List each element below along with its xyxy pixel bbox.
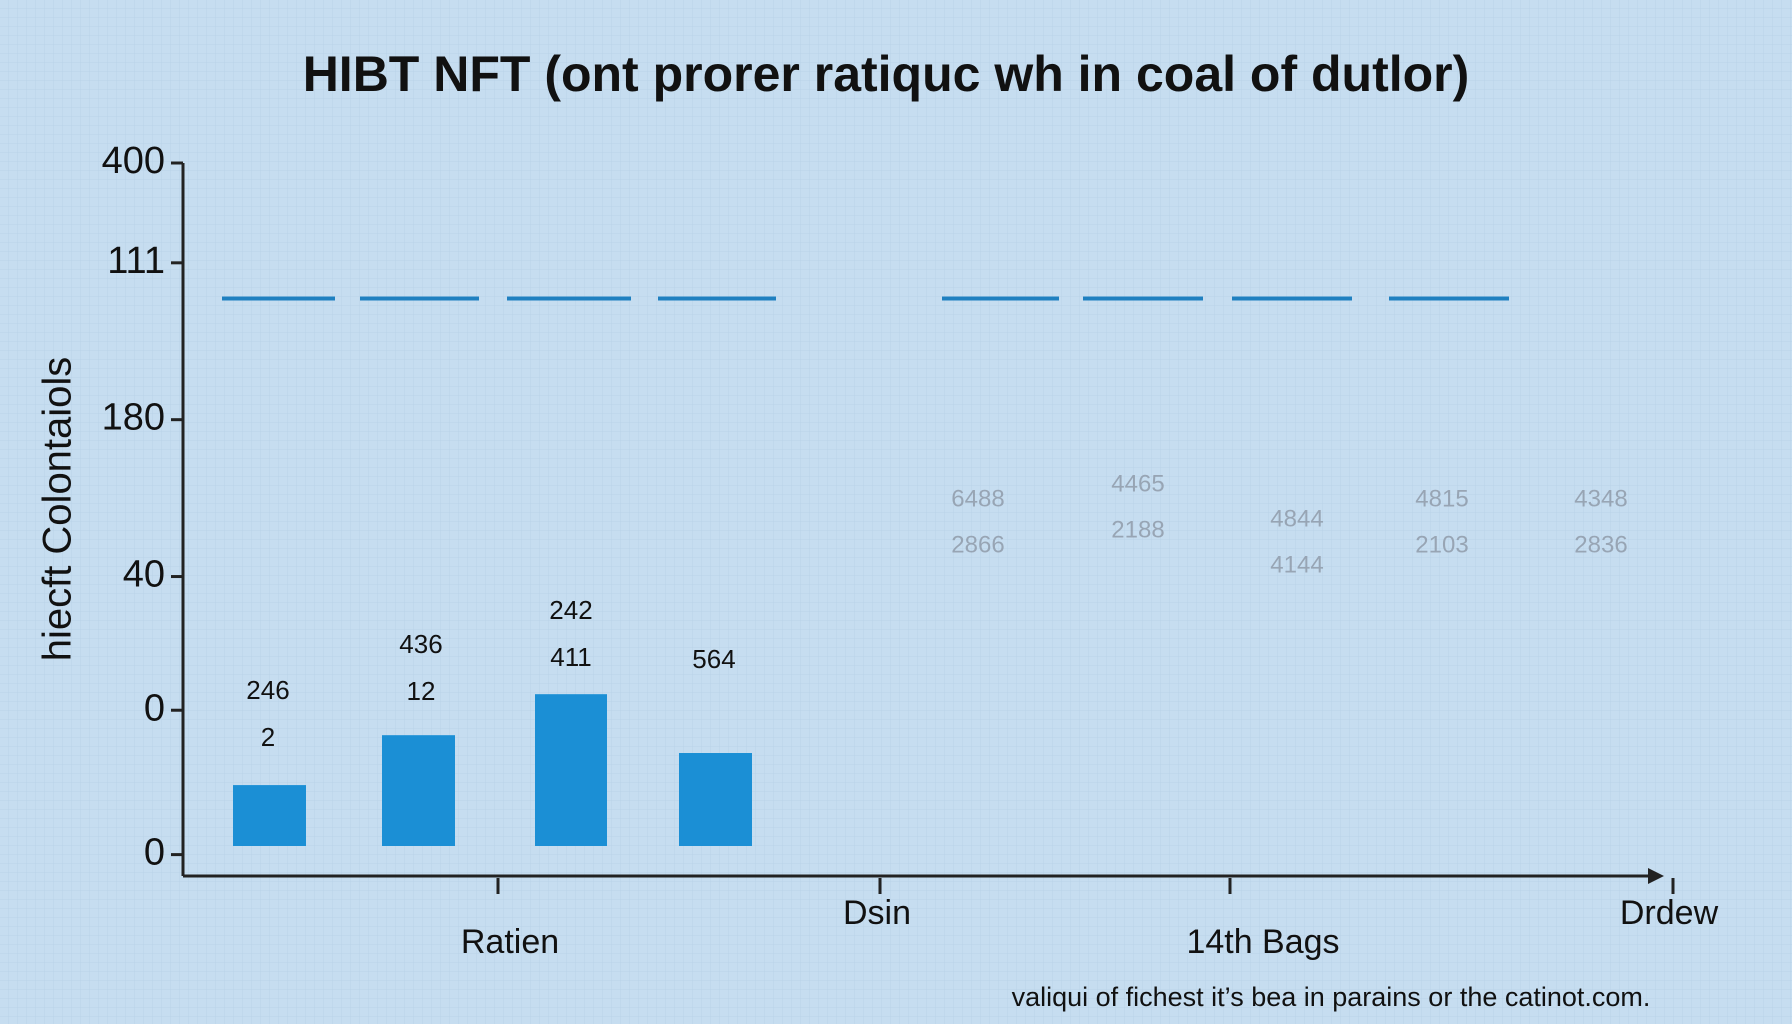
bar-annotation: 411 — [550, 642, 591, 672]
bar — [535, 694, 607, 846]
faded-annotation: 4465 — [1111, 470, 1164, 497]
chart-title: HIBT NFT (ont prorer ratiquc wh in coal … — [303, 46, 1470, 102]
footnote: valiqui of fichest it’s bea in parains o… — [1012, 982, 1651, 1012]
faded-annotation: 6488 — [951, 485, 1004, 512]
bar — [382, 735, 455, 846]
x-tick-label: Ratien — [461, 923, 559, 961]
y-axis-label: hiecft Colontaiols — [36, 357, 80, 662]
x-tick-label: Dsin — [843, 894, 911, 932]
bar — [233, 785, 306, 846]
faded-annotation: 4144 — [1270, 551, 1323, 578]
y-tick-label: 111 — [107, 240, 165, 282]
y-tick-label: 0 — [144, 687, 165, 729]
x-tick-label: 14th Bags — [1186, 923, 1339, 961]
faded-annotation: 4815 — [1415, 485, 1468, 512]
y-tick-label: 180 — [102, 397, 165, 439]
faded-annotation: 2103 — [1415, 531, 1468, 558]
bar-annotation: 242 — [549, 595, 592, 625]
bar-annotation: 12 — [407, 676, 436, 706]
bar — [679, 753, 752, 846]
y-tick-label: 400 — [102, 140, 165, 182]
faded-annotation: 2866 — [951, 531, 1004, 558]
x-axis-arrow — [1648, 868, 1664, 884]
bar-annotation: 564 — [692, 644, 735, 674]
bar-annotation: 436 — [399, 629, 442, 659]
y-tick-label: 0 — [144, 832, 165, 874]
faded-annotation: 2836 — [1574, 531, 1627, 558]
bar-annotation: 246 — [246, 675, 289, 705]
x-tick-label: Drdew — [1620, 894, 1719, 932]
bar-annotation: 2 — [261, 722, 275, 752]
y-tick-label: 40 — [123, 554, 165, 596]
faded-annotation: 4844 — [1270, 505, 1323, 532]
faded-annotation: 4348 — [1574, 485, 1627, 512]
faded-annotation: 2188 — [1111, 516, 1164, 543]
